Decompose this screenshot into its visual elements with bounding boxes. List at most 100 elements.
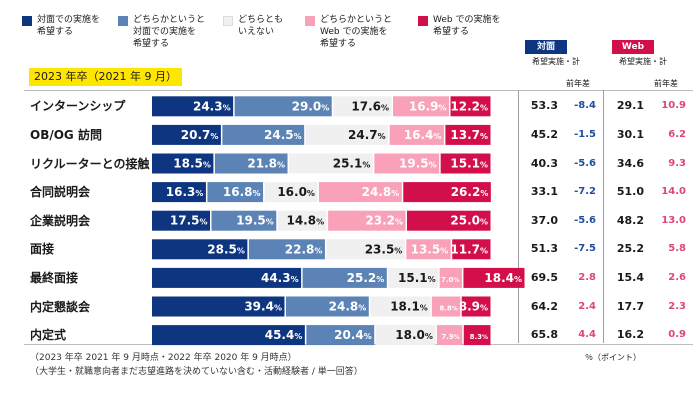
bar-value-label: 24.8% xyxy=(362,185,400,199)
total-value: 34.6 xyxy=(616,156,644,170)
bar-value-label: 21.8% xyxy=(247,157,285,171)
footnote-population: （大学生・就職意向者まだ志望進路を決めていない含む・活動経験者 / 単一回答） xyxy=(30,367,363,377)
bar-segment xyxy=(285,296,369,317)
bar-segment xyxy=(152,239,248,260)
row-label: 合同説明会 xyxy=(30,185,91,200)
bar-segment xyxy=(463,325,491,346)
bar-segment xyxy=(406,239,451,260)
year-diff-value: 14.0 xyxy=(661,186,686,198)
bar-segment xyxy=(211,210,277,231)
year-diff-value: 6.2 xyxy=(668,128,686,140)
total-value: 51.3 xyxy=(530,242,558,256)
total-value: 15.4 xyxy=(616,270,644,284)
bar-segment xyxy=(305,124,389,145)
bar-value-label: 18.1% xyxy=(390,300,428,314)
bar-value-label: 15.1% xyxy=(450,157,488,171)
bar-segment xyxy=(374,153,440,174)
bar-value-label: 16.4% xyxy=(404,128,442,142)
divider-face xyxy=(518,90,519,343)
bar-value-label: 7.9% xyxy=(441,333,459,341)
bar-value-label: 24.7% xyxy=(348,128,386,142)
divider-web xyxy=(603,90,604,343)
total-value: 16.2 xyxy=(616,328,644,342)
total-value: 30.1 xyxy=(616,127,644,141)
row-label: 内定懇談会 xyxy=(30,299,91,314)
web-column-subtitle: 希望実施・計 xyxy=(619,57,667,66)
legend-label: どちらかというと 対面での実施を 希望する xyxy=(133,15,206,49)
bar-value-label: 20.4% xyxy=(334,328,372,342)
total-value: 48.2 xyxy=(616,213,644,227)
year-diff-value: -7.5 xyxy=(574,243,596,255)
bar-segment xyxy=(328,210,406,231)
legend-item-neutral: どちらとも いえない xyxy=(223,14,283,38)
bar-value-label: 25.2% xyxy=(347,271,385,285)
web-diff-header: 前年差 xyxy=(654,79,678,88)
legend-label: Web での実施を 希望する xyxy=(433,15,501,37)
bar-value-label: 44.3% xyxy=(261,271,299,285)
bar-value-label: 11.7% xyxy=(450,242,488,256)
row-label: 面接 xyxy=(30,242,55,257)
bar-value-label: 8.8% xyxy=(439,305,457,313)
bar-segment xyxy=(452,239,491,260)
bar-value-label: 26.2% xyxy=(451,185,489,199)
row-label: インターンシップ xyxy=(30,99,126,114)
bar-segment xyxy=(152,124,221,145)
year-diff-value: 4.4 xyxy=(578,329,596,341)
legend-swatch xyxy=(418,16,428,26)
legend-item-face: 対面での実施を 希望する xyxy=(22,14,100,38)
year-diff-value: 13.0 xyxy=(661,214,686,226)
bar-segment xyxy=(439,267,462,288)
legend-swatch xyxy=(118,16,128,26)
bar-value-label: 23.5% xyxy=(365,242,403,256)
row-label: 内定式 xyxy=(30,328,67,343)
bar-segment xyxy=(234,96,332,117)
face-column-subtitle: 希望実施・計 xyxy=(532,57,580,66)
legend-label: 対面での実施を 希望する xyxy=(37,15,101,37)
total-value: 64.2 xyxy=(530,299,558,313)
bar-segment xyxy=(302,267,387,288)
legend-label: どちらとも いえない xyxy=(238,15,284,37)
bar-value-label: 15.1% xyxy=(398,271,436,285)
bar-value-label: 17.5% xyxy=(170,214,208,228)
total-value: 51.0 xyxy=(616,185,644,199)
bar-value-label: 45.4% xyxy=(265,328,303,342)
bar-segment xyxy=(222,124,305,145)
legend-item-somewhat-face: どちらかというと 対面での実施を 希望する xyxy=(118,14,205,50)
bar-segment xyxy=(326,239,405,260)
legend-swatch xyxy=(305,16,315,26)
bar-value-label: 16.8% xyxy=(223,185,261,199)
footnote-period: （2023 年卒 2021 年 9 月時点・2022 年卒 2020 年 9 月… xyxy=(30,353,297,363)
bar-value-label: 29.0% xyxy=(292,99,330,113)
web-column-tag: Web xyxy=(612,40,654,54)
bar-value-label: 7.0% xyxy=(441,276,459,284)
bar-segment xyxy=(403,182,491,203)
total-value: 33.1 xyxy=(530,185,558,199)
bar-value-label: 28.5% xyxy=(207,242,245,256)
total-value: 45.2 xyxy=(530,127,558,141)
bar-value-label: 12.2% xyxy=(450,99,488,113)
top-rule xyxy=(24,90,693,91)
year-diff-value: 2.4 xyxy=(578,300,596,312)
bar-segment xyxy=(306,325,375,346)
bar-value-label: 19.5% xyxy=(399,157,437,171)
year-badge: 2023 年卒（2021 年 9 月） xyxy=(29,68,182,86)
bar-value-label: 22.8% xyxy=(285,242,323,256)
year-diff-value: 2.3 xyxy=(668,300,686,312)
year-diff-value: 2.8 xyxy=(578,271,596,283)
bar-segment xyxy=(389,124,444,145)
bar-value-label: 16.0% xyxy=(277,185,315,199)
bar-segment xyxy=(152,96,234,117)
bar-value-label: 19.5% xyxy=(236,214,274,228)
bar-value-label: 25.1% xyxy=(333,157,371,171)
year-diff-value: 0.9 xyxy=(668,329,686,341)
bar-segment xyxy=(214,153,288,174)
bar-value-label: 24.8% xyxy=(329,300,367,314)
bar-segment xyxy=(445,124,491,145)
bar-segment xyxy=(152,210,210,231)
row-label: リクルーターとの接触 xyxy=(30,156,150,171)
bar-segment xyxy=(431,296,461,317)
row-label: 最終面接 xyxy=(30,270,79,285)
bar-segment xyxy=(450,96,491,117)
total-value: 17.7 xyxy=(616,299,644,313)
bar-value-label: 25.0% xyxy=(450,214,488,228)
